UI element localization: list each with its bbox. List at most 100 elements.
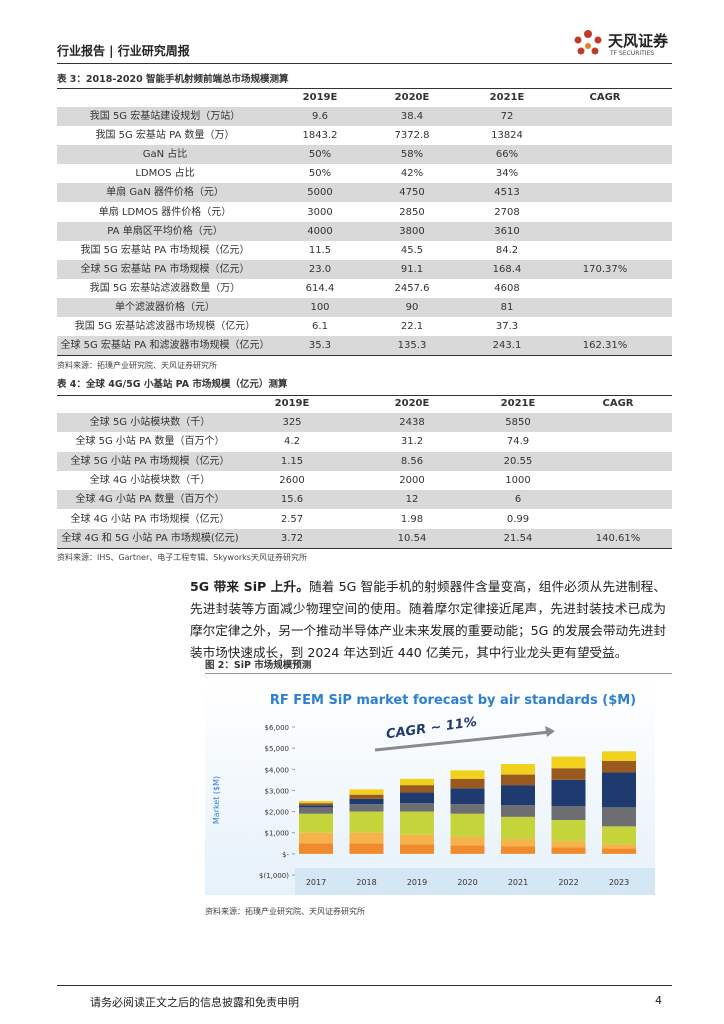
bar-segment	[299, 803, 333, 806]
table-cell: 2850	[399, 206, 425, 218]
chart-title: RF FEM SiP market forecast by air standa…	[270, 693, 636, 708]
x-tick-label: 2019	[407, 878, 427, 887]
bar-segment	[551, 768, 586, 780]
row-label: 全球 4G 小站 PA 数量（百万个）	[75, 494, 225, 506]
column-header: CAGR	[589, 92, 621, 103]
x-tick-label: 2020	[457, 878, 477, 887]
table-cell: 2600	[279, 474, 305, 486]
bar-segment	[551, 841, 586, 848]
row-label: 全球 4G 小站 PA 市场规模（亿元）	[70, 513, 230, 525]
column-header: CAGR	[602, 398, 634, 409]
table-cell: 614.4	[305, 282, 335, 294]
bar-segment	[450, 836, 485, 846]
table-cell: 20.55	[503, 455, 533, 467]
row-shading	[57, 528, 672, 549]
logo-subtext: TF SECURITIES	[610, 50, 655, 57]
column-header: 2021E	[500, 398, 536, 409]
y-tick-label: $1,000	[265, 830, 290, 838]
table-cell: 91.1	[400, 263, 424, 275]
bar-segment	[349, 794, 384, 799]
row-shading	[57, 145, 672, 165]
table-cell: 4000	[307, 225, 333, 237]
table-rule	[57, 355, 672, 357]
y-tick-label: $-	[282, 851, 289, 859]
chart: RF FEM SiP market forecast by air standa…	[205, 680, 655, 895]
table-cell: 4513	[494, 187, 520, 199]
column-header: 2021E	[489, 92, 525, 103]
header-rule	[57, 63, 672, 64]
table-source: 资料来源：IHS、Gartner、电子工程专辑、Skyworks天风证券研究所	[57, 553, 307, 562]
table-cell: 5850	[505, 417, 531, 428]
table-cell: 1.15	[280, 455, 304, 467]
bar-segment	[299, 843, 333, 854]
paragraph: 5G 带来 SiP 上升。随着 5G 智能手机的射频器件含量变高，组件必须从先进…	[190, 576, 666, 664]
bar-segment	[450, 788, 485, 805]
table-cell: 3610	[494, 225, 520, 237]
y-axis-label: Market ($M)	[212, 776, 221, 824]
table-rule	[57, 395, 672, 396]
y-tick-label: $3,000	[265, 787, 290, 795]
bar-segment	[551, 756, 586, 769]
paragraph-lead: 5G 带来 SiP 上升。	[190, 579, 309, 594]
table-cell: 2457.6	[394, 282, 430, 294]
header-title: 行业报告 | 行业研究周报	[57, 44, 190, 58]
bar-segment	[602, 751, 636, 761]
bar-segment	[349, 789, 384, 795]
table-cell: 9.6	[312, 111, 328, 122]
x-tick-label: 2021	[508, 878, 528, 887]
bar-segment	[602, 844, 636, 849]
bar-segment	[602, 848, 636, 854]
table-cell: 11.5	[308, 244, 332, 256]
x-tick-label: 2023	[609, 878, 629, 887]
row-shading	[57, 413, 672, 433]
bar-segment	[299, 813, 333, 833]
bar-segment	[602, 826, 636, 845]
table-cell: 38.4	[400, 111, 424, 122]
y-tick-label: $6,000	[265, 724, 290, 732]
table-cell: 31.2	[400, 436, 424, 448]
table-cell: 100	[310, 302, 330, 313]
table-cell: 168.4	[492, 263, 522, 275]
bar-segment	[349, 798, 384, 805]
bar-segment	[602, 807, 636, 827]
bar-segment	[501, 774, 535, 786]
row-label: 全球 5G 宏基站 PA 市场规模（亿元）	[80, 263, 250, 275]
table-cell: 1.98	[400, 513, 424, 525]
table-cell: 45.5	[400, 244, 424, 256]
table-cell: 325	[282, 417, 302, 428]
row-shading	[57, 336, 672, 356]
row-label: GaN 占比	[142, 149, 188, 161]
x-tick-label: 2018	[356, 878, 376, 887]
table-cell: 23.0	[308, 263, 332, 275]
trend-arrow-head	[545, 726, 555, 737]
table-cell: 8.56	[400, 455, 424, 467]
table-title: 表 4：全球 4G/5G 小基站 PA 市场规模（亿元）测算	[57, 379, 288, 390]
table-cell: 140.61%	[595, 532, 641, 544]
table-cell: 1843.2	[302, 130, 338, 142]
table-cell: 15.6	[280, 494, 304, 506]
table-cell: 4.2	[284, 436, 300, 448]
row-label: 全球 5G 小站 PA 数量（百万个）	[75, 436, 225, 448]
table-rule	[57, 548, 672, 550]
table-cell: 74.9	[506, 436, 530, 448]
bar-segment	[400, 803, 434, 812]
table-title: 表 3：2018-2020 智能手机射频前端总市场规模测算	[57, 74, 289, 85]
bar-segment	[400, 785, 434, 793]
bar-segment	[299, 801, 333, 804]
table-cell: 37.3	[495, 321, 519, 333]
y-tick-label: $5,000	[265, 745, 290, 753]
bar-segment	[400, 844, 434, 854]
bar-segment	[349, 843, 384, 854]
table-cell: 2000	[399, 474, 425, 486]
table-cell: 3000	[307, 206, 333, 218]
bar-segment	[400, 834, 434, 845]
table-cell: 6.1	[312, 321, 328, 333]
figure-source: 资料来源：拓璞产业研究院、天风证券研究所	[205, 907, 365, 916]
bar-segment	[349, 811, 384, 833]
table-cell: 243.1	[492, 340, 522, 352]
table-cell: 42%	[400, 168, 424, 180]
bar-segment	[551, 806, 586, 821]
axis-band	[295, 868, 655, 895]
x-tick-label: 2022	[558, 878, 578, 887]
row-label: 我国 5G 宏基站建设规划（万站）	[89, 111, 241, 122]
